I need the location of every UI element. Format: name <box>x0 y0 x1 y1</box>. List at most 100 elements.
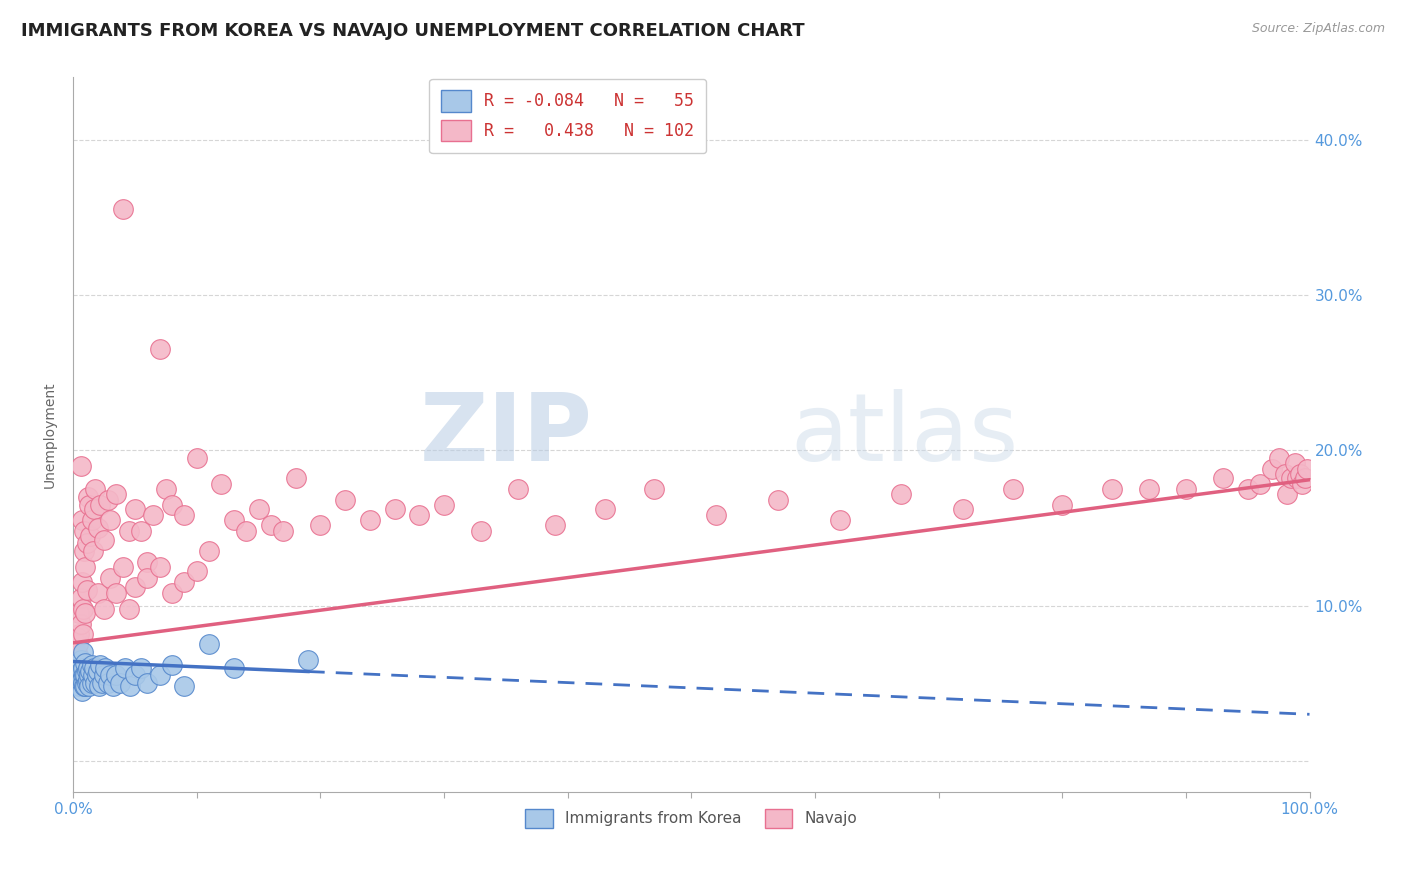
Point <box>67 607 90 621</box>
Point <box>766 492 789 507</box>
Point <box>129 661 152 675</box>
Point <box>80 676 103 690</box>
Point <box>160 586 183 600</box>
Point <box>1296 462 1319 476</box>
Point <box>79 529 101 543</box>
Point <box>70 684 93 698</box>
Point <box>111 202 134 217</box>
Point <box>1249 477 1271 491</box>
Point <box>72 661 94 675</box>
Point <box>111 559 134 574</box>
Point <box>433 498 456 512</box>
Point <box>114 661 136 675</box>
Point <box>105 668 128 682</box>
Point <box>67 679 90 693</box>
Point <box>198 544 221 558</box>
Point <box>75 668 97 682</box>
Point <box>93 601 115 615</box>
Point <box>1288 467 1310 481</box>
Point <box>593 502 616 516</box>
Point <box>72 601 94 615</box>
Point <box>384 502 406 516</box>
Point <box>211 477 233 491</box>
Point <box>75 656 97 670</box>
Point <box>160 498 183 512</box>
Point <box>67 664 90 678</box>
Point <box>67 657 90 672</box>
Point <box>77 498 100 512</box>
Point <box>149 668 172 682</box>
Point <box>643 482 665 496</box>
Point <box>136 676 159 690</box>
Point <box>86 668 108 682</box>
Point <box>79 664 101 678</box>
Point <box>129 524 152 538</box>
Point <box>333 492 356 507</box>
Point <box>222 661 245 675</box>
Point <box>105 586 128 600</box>
Point <box>222 513 245 527</box>
Point <box>72 626 94 640</box>
Point <box>73 524 96 538</box>
Point <box>70 575 93 590</box>
Point <box>124 580 146 594</box>
Point <box>890 487 912 501</box>
Point <box>186 565 208 579</box>
Point <box>66 668 89 682</box>
Point <box>1174 482 1197 496</box>
Point <box>93 533 115 548</box>
Point <box>136 555 159 569</box>
Point <box>1284 456 1306 470</box>
Point <box>89 498 111 512</box>
Point <box>69 617 91 632</box>
Point <box>70 673 93 687</box>
Point <box>118 679 141 693</box>
Point <box>63 653 86 667</box>
Point <box>1236 482 1258 496</box>
Point <box>90 676 112 690</box>
Point <box>952 502 974 516</box>
Point <box>75 559 97 574</box>
Point <box>1294 471 1316 485</box>
Point <box>87 664 110 678</box>
Point <box>260 517 283 532</box>
Point <box>1137 482 1160 496</box>
Point <box>77 668 100 682</box>
Point <box>1277 487 1299 501</box>
Point <box>198 637 221 651</box>
Point <box>544 517 567 532</box>
Point <box>105 487 128 501</box>
Point <box>80 513 103 527</box>
Point <box>98 513 121 527</box>
Point <box>149 343 172 357</box>
Point <box>76 664 98 678</box>
Point <box>67 637 90 651</box>
Y-axis label: Unemployment: Unemployment <box>44 382 58 488</box>
Point <box>118 601 141 615</box>
Point <box>470 524 492 538</box>
Point <box>69 653 91 667</box>
Point <box>75 679 97 693</box>
Point <box>1052 498 1074 512</box>
Point <box>124 502 146 516</box>
Point <box>70 664 93 678</box>
Point <box>359 513 381 527</box>
Point <box>69 668 91 682</box>
Point <box>235 524 257 538</box>
Point <box>77 661 100 675</box>
Point <box>82 544 104 558</box>
Point <box>1212 471 1234 485</box>
Point <box>66 668 89 682</box>
Point <box>136 571 159 585</box>
Point <box>97 492 120 507</box>
Text: IMMIGRANTS FROM KOREA VS NAVAJO UNEMPLOYMENT CORRELATION CHART: IMMIGRANTS FROM KOREA VS NAVAJO UNEMPLOY… <box>21 22 804 40</box>
Point <box>97 676 120 690</box>
Point <box>67 676 90 690</box>
Point <box>408 508 430 523</box>
Point <box>173 679 195 693</box>
Point <box>155 482 177 496</box>
Point <box>77 679 100 693</box>
Point <box>1261 462 1284 476</box>
Point <box>1001 482 1024 496</box>
Point <box>80 657 103 672</box>
